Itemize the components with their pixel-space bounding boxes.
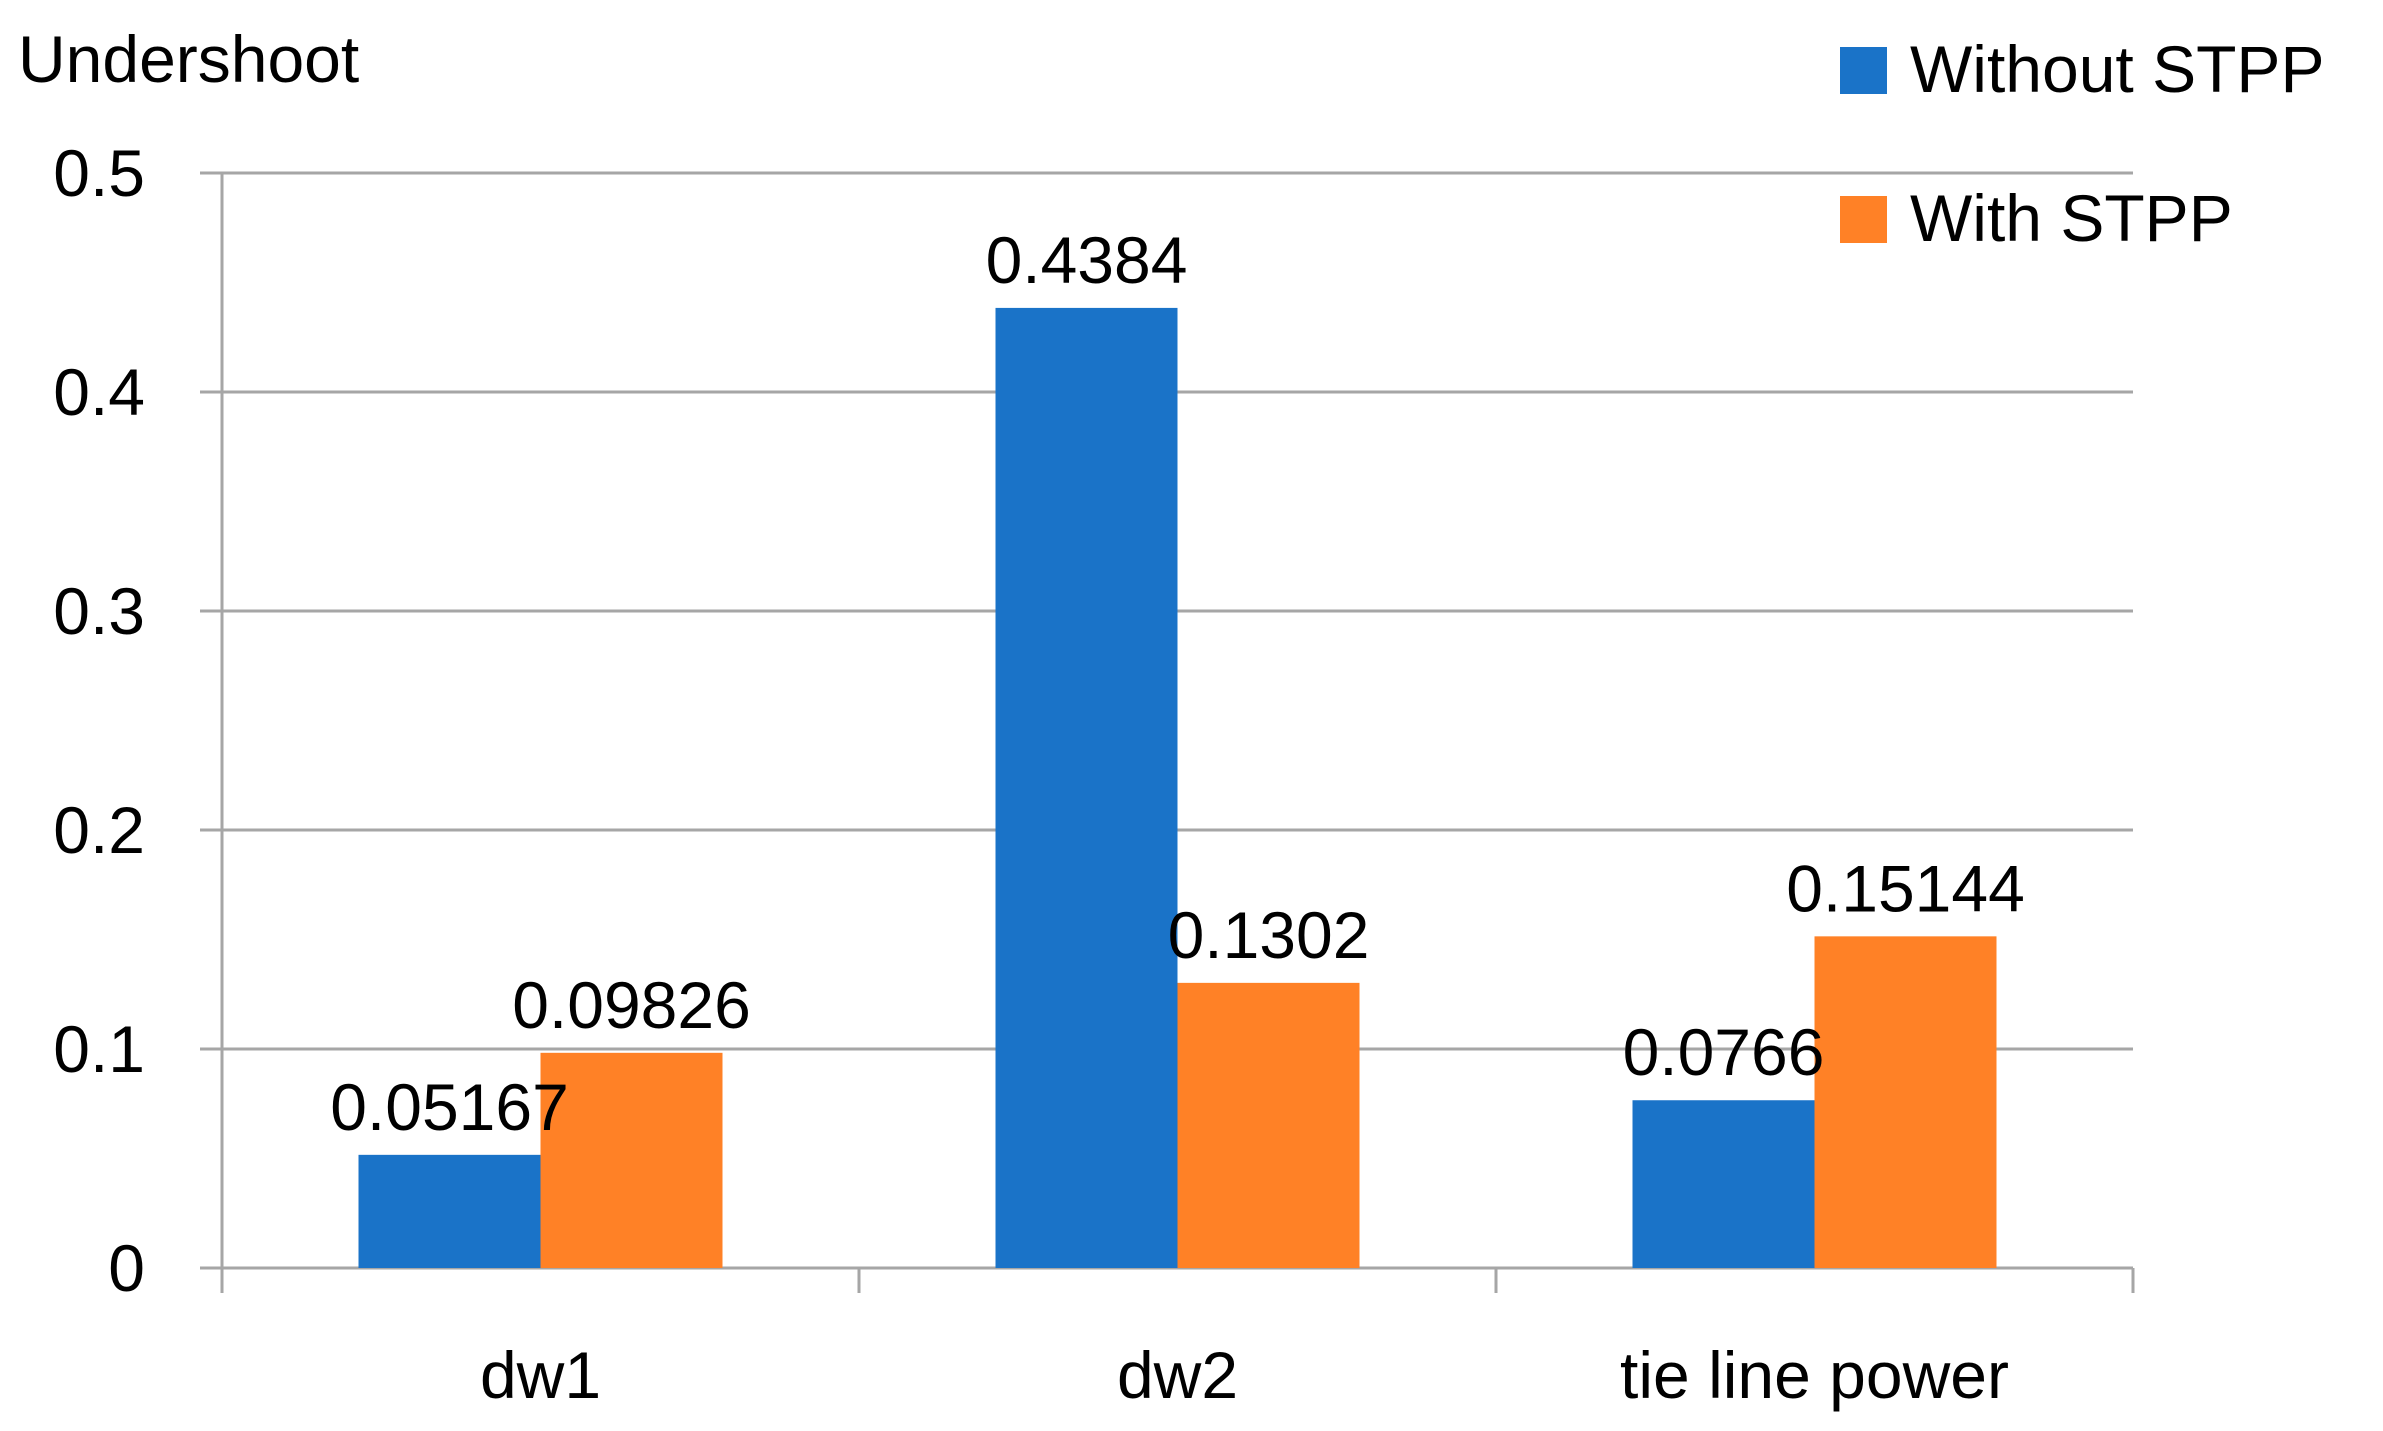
data-label: 0.4384 (986, 223, 1188, 297)
y-tick-label: 0 (108, 1231, 145, 1305)
bars (358, 307, 1997, 1268)
y-tick-label: 0.5 (53, 136, 145, 210)
bar-without-stpp-dw2 (995, 307, 1178, 1268)
legend-label-with-stpp: With STPP (1910, 181, 2233, 255)
data-label: 0.05167 (330, 1070, 569, 1144)
bar-with-stpp-dw2 (1177, 982, 1360, 1268)
legend-swatch-with-stpp (1840, 196, 1887, 243)
bar-without-stpp-tie-line-power (1632, 1100, 1815, 1268)
legend-label-without-stpp: Without STPP (1910, 32, 2324, 106)
x-tick-label: dw2 (1117, 1338, 1238, 1412)
data-label: 0.0766 (1623, 1015, 1825, 1089)
data-labels: 0.05167 0.09826 0.4384 0.1302 0.0766 0.15144 (330, 223, 2025, 1144)
y-tick-label: 0.3 (53, 574, 145, 648)
legend-swatch-without-stpp (1840, 47, 1887, 94)
y-tick-label: 0.1 (53, 1012, 145, 1086)
y-axis: 0 0.1 0.2 0.3 0.4 0.5 (53, 136, 224, 1305)
bar-without-stpp-dw1 (358, 1154, 541, 1268)
x-axis: dw1 dw2 tie line power (200, 1266, 2135, 1412)
y-tick-label: 0.2 (53, 793, 145, 867)
x-tick-label: tie line power (1620, 1338, 2009, 1412)
bar-with-stpp-tie-line-power (1814, 936, 1997, 1268)
data-label: 0.09826 (512, 968, 751, 1042)
bar-with-stpp-dw1 (540, 1052, 723, 1268)
y-axis-title: Undershoot (18, 22, 359, 96)
data-label: 0.1302 (1168, 898, 1370, 972)
data-label: 0.15144 (1786, 851, 2025, 925)
x-tick-label: dw1 (480, 1338, 601, 1412)
y-tick-label: 0.4 (53, 355, 145, 429)
legend: Without STPP With STPP (1840, 32, 2324, 255)
